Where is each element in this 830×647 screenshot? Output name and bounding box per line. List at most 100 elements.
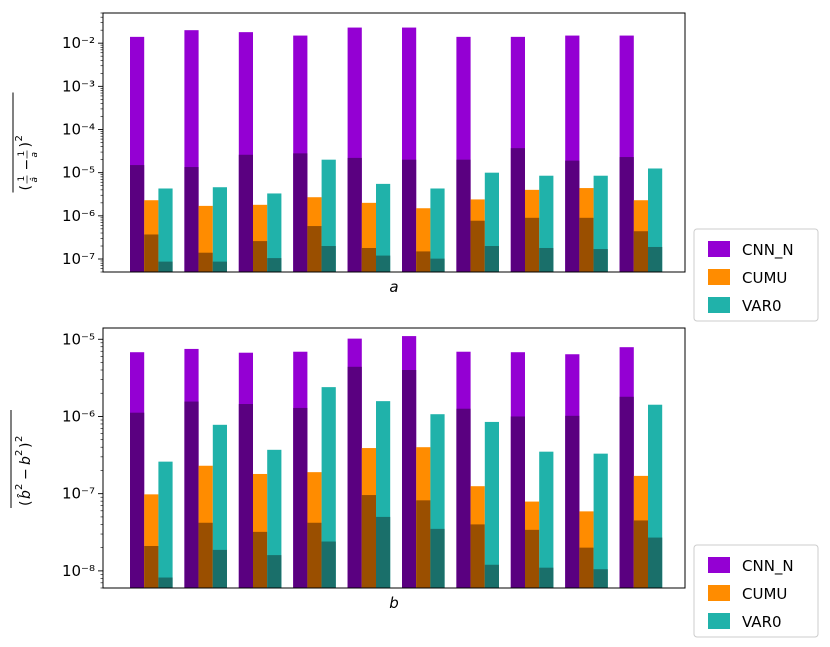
bar-overlay-var0-b-1: [158, 577, 173, 588]
y-axis-label: $\overline{(\hat{b}^2-b^2)^2}$(b̂2−b2)2: [10, 410, 34, 508]
bar-overlay-var0-b-10: [648, 537, 663, 588]
bar-var0-a-2: [212, 187, 227, 272]
bar-overlay-cnn-n-a-6: [402, 159, 417, 272]
svg-text:−: −: [18, 468, 34, 480]
bar-overlay-cnn-n-a-10: [619, 157, 634, 272]
bar-var0-a-8: [539, 175, 554, 272]
bar-overlay-cnn-n-b-10: [619, 396, 634, 588]
bar-var0-a-4: [321, 159, 336, 272]
y-tick-label: 10⁻⁵: [62, 164, 95, 182]
x-axis-label: b: [389, 594, 399, 612]
bar-overlay-cumu-b-10: [633, 520, 648, 588]
legend-label-cnn-n: CNN_N: [742, 241, 794, 260]
bar-overlay-var0-a-5: [376, 255, 391, 272]
svg-text:1: 1: [17, 151, 27, 157]
bar-overlay-cnn-n-a-7: [456, 159, 471, 272]
bar-var0-b-8: [539, 451, 554, 588]
bar-var0-b-3: [267, 449, 282, 588]
y-tick-label: 10⁻⁵: [62, 330, 95, 348]
bar-overlay-cumu-a-6: [416, 251, 431, 272]
bar-overlay-cumu-b-5: [361, 495, 376, 588]
legend-swatch-var0: [708, 613, 730, 629]
bar-overlay-var0-b-6: [430, 528, 445, 588]
bar-var0-b-1: [158, 461, 173, 588]
legend-swatch-cumu: [708, 585, 730, 601]
svg-text:2: 2: [14, 135, 25, 141]
svg-text:b: b: [18, 456, 34, 465]
legend-label-var0: VAR0: [742, 297, 782, 315]
bar-overlay-var0-a-7: [484, 246, 499, 272]
bar-overlay-var0-a-10: [648, 246, 663, 272]
svg-text:): ): [18, 142, 34, 147]
bar-overlay-cnn-n-b-3: [238, 404, 253, 588]
y-tick-label: 10⁻²: [62, 34, 95, 52]
bar-overlay-var0-b-8: [539, 567, 554, 588]
legend-swatch-cnn-n: [708, 241, 730, 257]
svg-text:(: (: [18, 185, 34, 190]
bar-overlay-cnn-n-b-6: [402, 370, 417, 588]
svg-text:b̂: b̂: [17, 490, 34, 499]
bar-overlay-cnn-n-a-3: [238, 154, 253, 272]
bar-overlay-cumu-b-1: [144, 545, 159, 588]
bar-var0-b-9: [593, 453, 608, 588]
bar-var0-a-1: [158, 188, 173, 272]
bar-overlay-cnn-n-b-2: [184, 401, 199, 588]
axes-frame-b: [102, 327, 686, 589]
bar-overlay-cumu-b-4: [307, 522, 322, 588]
bar-overlay-var0-b-9: [593, 569, 608, 588]
svg-text:2: 2: [14, 450, 25, 456]
bar-overlay-cnn-n-a-9: [565, 160, 580, 272]
bar-overlay-var0-b-5: [376, 516, 391, 588]
bar-overlay-var0-a-9: [593, 249, 608, 272]
bar-overlay-cumu-a-7: [470, 220, 485, 272]
bar-overlay-cumu-b-6: [416, 500, 431, 588]
svg-text:): ): [18, 443, 34, 448]
bar-overlay-cnn-n-b-8: [510, 416, 525, 588]
bar-overlay-var0-a-3: [267, 258, 282, 272]
svg-text:2: 2: [14, 436, 25, 442]
bar-overlay-cumu-a-5: [361, 247, 376, 272]
bar-overlay-cumu-a-3: [253, 241, 268, 272]
svg-text:a: a: [30, 152, 40, 158]
bar-overlay-var0-a-8: [539, 247, 554, 272]
legend: CNN_N CUMU VAR0: [693, 228, 819, 322]
y-tick-label: 10⁻⁴: [62, 121, 95, 139]
bar-var0-b-2: [212, 424, 227, 588]
bar-overlay-cumu-b-8: [525, 529, 540, 588]
bar-var0-a-3: [267, 193, 282, 272]
legend-label-cumu: CUMU: [742, 585, 787, 603]
bar-var0-a-6: [430, 188, 445, 272]
bar-overlay-cumu-a-9: [579, 217, 594, 272]
bar-overlay-var0-a-1: [158, 261, 173, 272]
legend-label-cnn-n: CNN_N: [742, 557, 794, 576]
bar-overlay-cumu-a-4: [307, 226, 322, 272]
y-axis-label: $\overline{(\frac{1}{\hat{a}}-\frac{1}{a…: [12, 92, 40, 193]
bar-overlay-cnn-n-b-5: [347, 366, 362, 588]
bar-overlay-cnn-n-a-1: [130, 165, 145, 272]
y-tick-label: 10⁻⁷: [62, 250, 95, 268]
bar-overlay-cumu-a-2: [198, 252, 213, 272]
bar-var0-b-7: [484, 421, 499, 588]
y-tick-label: 10⁻⁸: [62, 562, 95, 580]
bar-overlay-cnn-n-a-8: [510, 148, 525, 272]
y-tick-label: 10⁻⁶: [62, 407, 95, 425]
bar-overlay-var0-b-2: [212, 549, 227, 588]
legend-swatch-var0: [708, 297, 730, 313]
y-tick-label: 10⁻⁶: [62, 207, 95, 225]
bar-overlay-cnn-n-b-1: [130, 412, 145, 588]
bar-var0-a-5: [376, 183, 391, 272]
bar-overlay-cumu-b-3: [253, 531, 268, 588]
bar-overlay-cnn-n-a-5: [347, 157, 362, 272]
bar-overlay-cnn-n-a-2: [184, 167, 199, 272]
legend-label-var0: VAR0: [742, 613, 782, 631]
legend-label-cumu: CUMU: [742, 269, 787, 287]
x-axis-label: a: [389, 278, 398, 296]
bar-overlay-cumu-a-10: [633, 231, 648, 272]
subplot-a: 10⁻⁷10⁻⁶10⁻⁵10⁻⁴10⁻³10⁻²a$\overline{(\fr…: [12, 12, 686, 296]
bar-overlay-var0-a-6: [430, 258, 445, 272]
bar-overlay-cnn-n-b-7: [456, 408, 471, 588]
bar-var0-b-4: [321, 387, 336, 588]
svg-text:−: −: [19, 159, 35, 171]
bar-overlay-var0-b-7: [484, 564, 499, 588]
